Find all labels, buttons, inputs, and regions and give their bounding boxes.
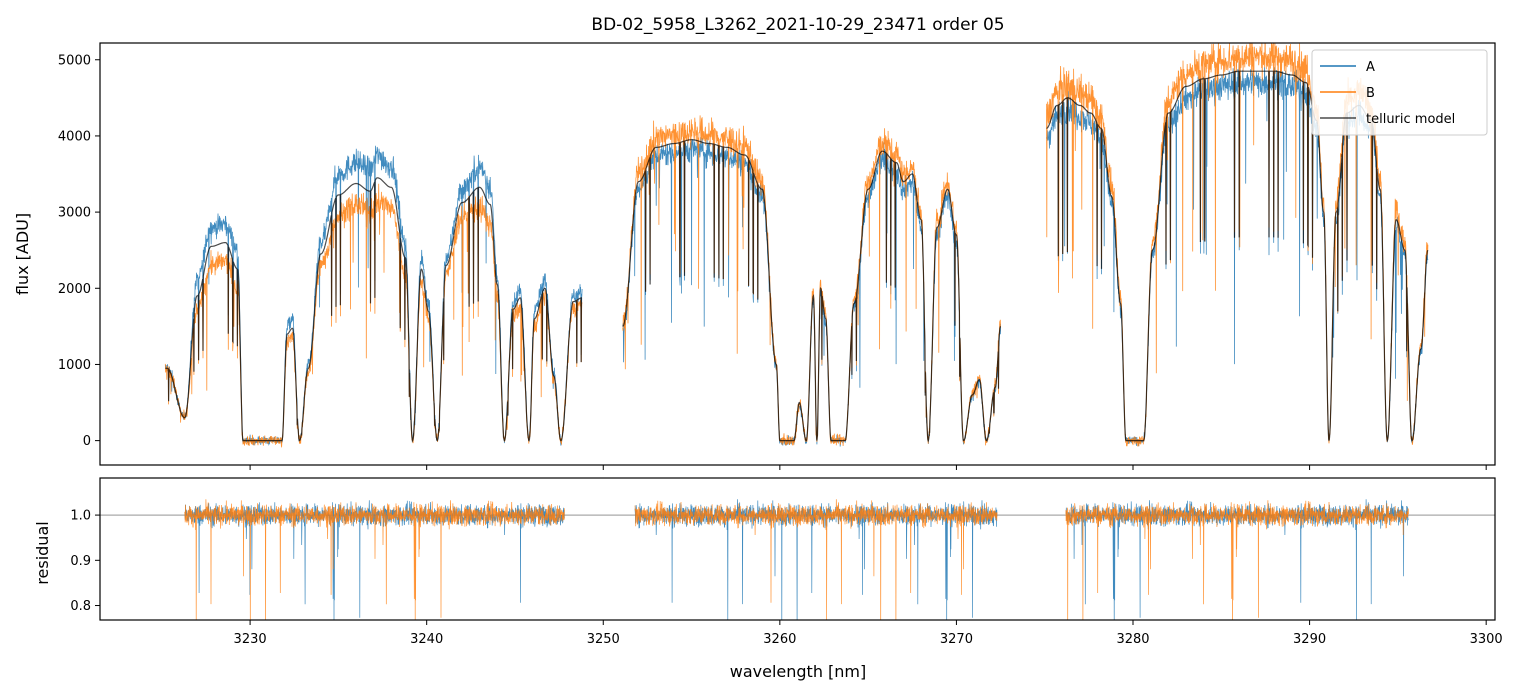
residual-plot-area	[100, 499, 1495, 620]
residual-x-tick-label: 3270	[940, 632, 973, 647]
residual-x-tick-label: 3240	[410, 632, 443, 647]
legend: A B telluric model	[1311, 49, 1488, 136]
residual-x-ticks: 3230 3240 3250 3260 3270 3280 3290 3300	[234, 620, 1503, 647]
spectrum-y-tick-label: 3000	[58, 206, 91, 221]
residual-x-tick-label: 3230	[234, 632, 267, 647]
residual-y-tick-label: 0.8	[70, 599, 91, 614]
residual-y-ticks: 0.8 0.9 1.0	[70, 509, 100, 614]
residual-x-tick-label: 3290	[1293, 632, 1326, 647]
telluric-model-segment-2	[622, 139, 1002, 443]
legend-box	[1311, 49, 1488, 136]
legend-label-a: A	[1366, 60, 1375, 75]
spectrum-axes-frame	[99, 42, 1496, 466]
spectrum-x-ticks	[249, 465, 1487, 470]
spectrum-y-ticks: 0 1000 2000 3000 4000 5000	[58, 53, 100, 449]
residual-x-tick-label: 3300	[1470, 632, 1503, 647]
residual-axes-frame	[99, 477, 1496, 621]
residual-x-tick-label: 3260	[763, 632, 796, 647]
spectrum-y-tick-label: 2000	[58, 282, 91, 297]
spectrum-y-tick-label: 0	[83, 434, 91, 449]
residual-b-segment-3	[1065, 500, 1409, 620]
spectrum-panel: 0 1000 2000 3000 4000 5000 flux [ADU] A B tel…	[13, 42, 1496, 470]
residual-y-label: residual	[33, 521, 52, 584]
residual-b-segment-2	[634, 499, 998, 620]
legend-label-telluric-model: telluric model	[1366, 112, 1455, 127]
telluric-model-segment-1	[165, 177, 583, 443]
spectrum-plot-area	[164, 43, 1429, 448]
legend-label-b: B	[1366, 86, 1375, 101]
residual-y-tick-label: 0.9	[70, 554, 91, 569]
residual-x-tick-label: 3280	[1116, 632, 1149, 647]
spectrum-y-tick-label: 1000	[58, 358, 91, 373]
residual-x-tick-label: 3250	[587, 632, 620, 647]
spectrum-y-tick-label: 4000	[58, 129, 91, 144]
spectrum-y-label: flux [ADU]	[13, 213, 32, 295]
residual-x-label: wavelength [nm]	[730, 662, 867, 681]
chart-title: BD-02_5958_L3262_2021-10-29_23471 order …	[591, 15, 1004, 35]
residual-y-tick-label: 1.0	[70, 509, 91, 524]
spectrum-y-tick-label: 5000	[58, 53, 91, 68]
residual-b-segment-1	[184, 499, 565, 620]
residual-panel: 0.8 0.9 1.0 3230 3240 3250 3260 3270 3280 3290 33…	[33, 477, 1503, 681]
series-b-segment-1	[164, 183, 583, 448]
